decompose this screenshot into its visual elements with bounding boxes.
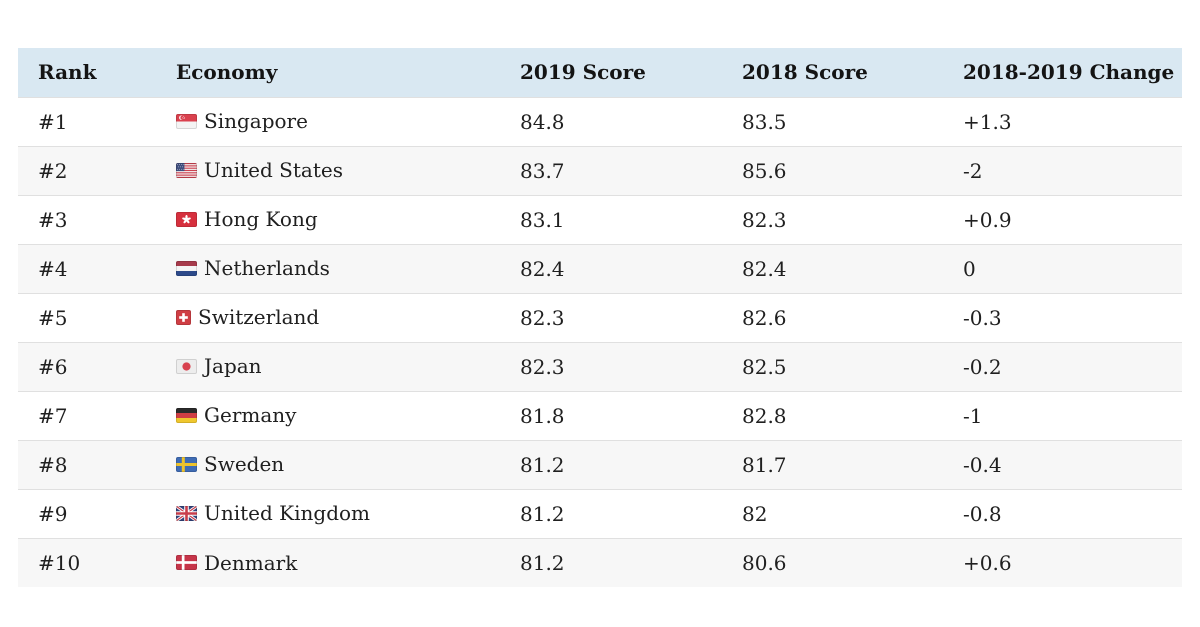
change-cell: -0.3 [963,305,1002,330]
economy-cell: Denmark [156,538,500,587]
score-2019-cell: 81.8 [520,403,565,428]
economy-cell: United Kingdom [156,489,500,538]
rank-cell: #3 [38,207,68,232]
economy-label: Hong Kong [204,207,318,232]
economy-cell: Japan [156,342,500,391]
rank-cell: #10 [38,550,81,575]
rank-cell: #2 [38,158,68,183]
economy-label: Denmark [204,550,298,575]
column-header-change: 2018-2019 Change [943,48,1182,97]
economy-cell: Switzerland [156,293,500,342]
score-2018-cell: 81.7 [742,452,787,477]
table-row: #8 Sweden 81.2 81.7 -0.4 [18,440,1182,489]
change-cell: -0.4 [963,452,1002,477]
japan-flag-icon [176,358,197,374]
economy-cell: United States [156,146,500,195]
score-2018-cell: 82 [742,501,768,526]
change-cell: +0.6 [963,550,1012,575]
sweden-flag-icon [176,456,197,472]
table-row: #7 Germany 81.8 82.8 -1 [18,391,1182,440]
change-cell: +1.3 [963,109,1012,134]
denmark-flag-icon [176,555,197,570]
change-cell: -1 [963,403,983,428]
score-2018-cell: 80.6 [742,550,787,575]
rank-cell: #4 [38,256,68,281]
rank-cell: #8 [38,452,68,477]
rank-cell: #1 [38,109,68,134]
table-row: #9 United Kingdom 81.2 82 -0.8 [18,489,1182,538]
rank-cell: #6 [38,354,68,379]
table-row: #5 Switzerland 82.3 82.6 -0.3 [18,293,1182,342]
economy-cell: Germany [156,391,500,440]
united-states-flag-icon [176,162,197,178]
score-2018-cell: 85.6 [742,158,787,183]
score-2018-cell: 82.6 [742,305,787,330]
table-body: #1 Singapore 84.8 83.5 +1.3 #2 United St… [18,97,1182,587]
score-2018-cell: 82.5 [742,354,787,379]
column-header-economy: Economy [156,48,500,97]
economy-cell: Singapore [156,97,500,146]
switzerland-flag-icon [176,309,191,325]
germany-flag-icon [176,407,197,423]
change-cell: -0.2 [963,354,1002,379]
netherlands-flag-icon [176,260,197,276]
column-header-2018-score: 2018 Score [722,48,943,97]
table-row: #2 United States 83.7 85.6 -2 [18,146,1182,195]
economy-cell: Netherlands [156,244,500,293]
column-header-2019-score: 2019 Score [500,48,722,97]
table-row: #3 Hong Kong 83.1 82.3 +0.9 [18,195,1182,244]
rank-cell: #7 [38,403,68,428]
economy-ranking-table-wrap: Rank Economy 2019 Score 2018 Score 2018-… [18,48,1182,587]
score-2019-cell: 83.1 [520,207,565,232]
score-2019-cell: 83.7 [520,158,565,183]
economy-label: Switzerland [198,305,320,330]
score-2019-cell: 81.2 [520,550,565,575]
score-2018-cell: 82.8 [742,403,787,428]
score-2019-cell: 82.3 [520,305,565,330]
change-cell: 0 [963,256,976,281]
economy-label: Japan [204,354,262,379]
score-2018-cell: 82.4 [742,256,787,281]
table-row: #10 Denmark 81.2 80.6 +0.6 [18,538,1182,587]
table-row: #6 Japan 82.3 82.5 -0.2 [18,342,1182,391]
united-kingdom-flag-icon [176,505,197,521]
hong-kong-flag-icon [176,211,197,227]
table-row: #1 Singapore 84.8 83.5 +1.3 [18,97,1182,146]
economy-cell: Hong Kong [156,195,500,244]
economy-label: United Kingdom [204,501,370,526]
header-row: Rank Economy 2019 Score 2018 Score 2018-… [18,48,1182,97]
economy-label: Sweden [204,452,285,477]
score-2018-cell: 82.3 [742,207,787,232]
economy-ranking-table: Rank Economy 2019 Score 2018 Score 2018-… [18,48,1182,587]
economy-label: Singapore [204,109,308,134]
change-cell: -2 [963,158,983,183]
rank-cell: #9 [38,501,68,526]
score-2019-cell: 84.8 [520,109,565,134]
score-2019-cell: 81.2 [520,452,565,477]
column-header-rank: Rank [18,48,156,97]
economy-label: Netherlands [204,256,330,281]
table-row: #4 Netherlands 82.4 82.4 0 [18,244,1182,293]
score-2019-cell: 81.2 [520,501,565,526]
score-2019-cell: 82.4 [520,256,565,281]
score-2018-cell: 83.5 [742,109,787,134]
change-cell: -0.8 [963,501,1002,526]
rank-cell: #5 [38,305,68,330]
score-2019-cell: 82.3 [520,354,565,379]
economy-cell: Sweden [156,440,500,489]
economy-label: United States [204,158,343,183]
singapore-flag-icon [176,113,197,129]
economy-label: Germany [204,403,297,428]
change-cell: +0.9 [963,207,1012,232]
